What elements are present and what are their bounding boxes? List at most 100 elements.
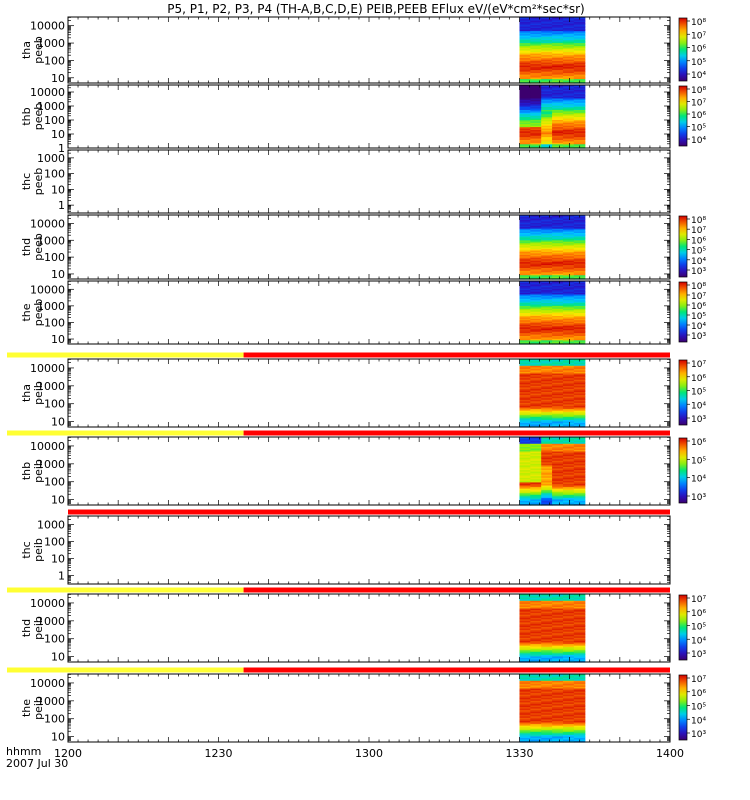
- y-tick-label: 10: [51, 183, 65, 196]
- spectrogram-cell: [541, 263, 553, 266]
- spectrogram-cell: [530, 308, 542, 311]
- spectrogram-cell: [552, 489, 564, 492]
- spectrogram-cell: [573, 649, 586, 652]
- spectrogram-cell: [541, 498, 553, 501]
- spectrogram-cell: [562, 463, 575, 466]
- spectrogram-cell: [562, 102, 575, 105]
- spectrogram-cell: [530, 723, 542, 726]
- spectrogram-cell: [541, 417, 553, 420]
- spectrogram-cell: [562, 477, 575, 480]
- spectrogram-cell: [530, 379, 542, 382]
- spectrogram-cell: [573, 333, 586, 337]
- spectrogram-cell: [530, 248, 542, 251]
- spectrogram-cell: [552, 735, 564, 738]
- spectrogram-cell: [519, 133, 531, 136]
- spectrogram-cell: [552, 391, 564, 394]
- spectrogram-cell: [530, 271, 542, 274]
- spectrogram-cell: [519, 652, 531, 655]
- spectrogram-cell: [541, 48, 553, 51]
- spectrogram-cell: [530, 241, 542, 244]
- colorbar-label: 10⁵: [691, 124, 706, 134]
- spectrogram-cell: [552, 265, 564, 268]
- spectrogram-cell: [573, 717, 586, 720]
- spectrogram-cell: [562, 729, 575, 732]
- spectrogram-cell: [530, 632, 542, 635]
- spectrogram-cell: [562, 239, 575, 242]
- spectrogram-cell: [519, 75, 531, 78]
- spectrogram-cell: [552, 441, 564, 444]
- spectrogram-cell: [519, 328, 531, 331]
- spectrogram-cell: [562, 56, 575, 59]
- spectrogram-cell: [573, 273, 586, 276]
- spectrogram-cell: [541, 738, 553, 742]
- spectrogram-cell: [562, 244, 575, 247]
- spectrogram-cell: [519, 251, 531, 254]
- spectrogram-cell: [552, 291, 564, 294]
- spectrogram-cell: [552, 51, 564, 54]
- spectrogram-cell: [573, 363, 586, 366]
- spectrogram-cell: [552, 17, 564, 20]
- spectrogram-cell: [541, 444, 553, 447]
- spectrogram-cell: [573, 399, 586, 402]
- spectrogram-cell: [562, 247, 575, 250]
- spectrogram-cell: [541, 463, 553, 466]
- spectrogram-cell: [530, 99, 542, 102]
- spectrogram-cell: [562, 35, 575, 38]
- spectrogram-cell: [573, 731, 586, 734]
- y-tick-label: 10: [51, 268, 65, 281]
- spectrogram-cell: [573, 249, 586, 252]
- spectrogram-cell: [562, 698, 575, 701]
- spectrogram-cell: [519, 142, 531, 145]
- spectrogram-cell: [562, 446, 575, 449]
- spectrogram-cell: [562, 701, 575, 704]
- spectrogram-cell: [530, 116, 542, 119]
- spectrogram-cell: [530, 597, 542, 600]
- spectrogram-cell: [530, 472, 542, 475]
- spectrogram-cell: [530, 90, 542, 93]
- spectrogram-cell: [530, 288, 542, 291]
- spectrogram-cell: [562, 136, 575, 139]
- spectrogram-cell: [562, 293, 575, 296]
- spectrogram-cell: [562, 283, 575, 286]
- spectrogram-cell: [552, 501, 564, 505]
- spectrogram-cell: [519, 54, 531, 57]
- spectrogram-cell: [562, 726, 575, 729]
- spectrogram-cell: [530, 140, 542, 143]
- spectrogram-cell: [530, 139, 542, 142]
- spectrogram-cell: [530, 720, 542, 723]
- spectrogram-cell: [530, 89, 542, 92]
- spectrogram-cell: [573, 225, 586, 228]
- spectrogram-cell: [573, 603, 586, 606]
- spectrogram-cell: [552, 598, 564, 601]
- spectrogram-cell: [573, 497, 586, 500]
- spectrogram-cell: [552, 252, 564, 255]
- spectrogram-cell: [541, 110, 553, 113]
- spectrogram-cell: [519, 646, 531, 649]
- spectrogram-cell: [519, 53, 531, 56]
- spectrogram-cell: [519, 654, 531, 657]
- spectrogram-cell: [573, 135, 586, 138]
- spectrogram-cell: [519, 437, 531, 440]
- spectrogram-cell: [530, 270, 542, 273]
- spectrogram-cell: [519, 376, 531, 379]
- spectrogram-cell: [519, 48, 531, 51]
- spectrogram-cell: [541, 143, 553, 146]
- spectrogram-cell: [552, 495, 564, 498]
- spectrogram-cell: [562, 222, 575, 225]
- spectrogram-cell: [530, 20, 542, 23]
- spectrogram-cell: [530, 23, 542, 26]
- y-tick-label: 10: [51, 731, 65, 744]
- spectrogram-cell: [573, 458, 586, 461]
- spectrogram-cell: [530, 658, 542, 662]
- spectrogram-cell: [530, 687, 542, 691]
- spectrogram-cell: [562, 44, 575, 47]
- spectrogram-cell: [552, 92, 564, 95]
- spectrogram-cell: [530, 414, 542, 417]
- spectrogram-cell: [562, 655, 575, 658]
- spectrogram-cell: [541, 472, 553, 475]
- spectrogram-cell: [519, 313, 531, 316]
- spectrogram-cell: [519, 720, 531, 723]
- spectrogram-cell: [573, 385, 586, 388]
- spectrogram-cell: [552, 396, 564, 399]
- spectrogram-cell: [519, 703, 531, 706]
